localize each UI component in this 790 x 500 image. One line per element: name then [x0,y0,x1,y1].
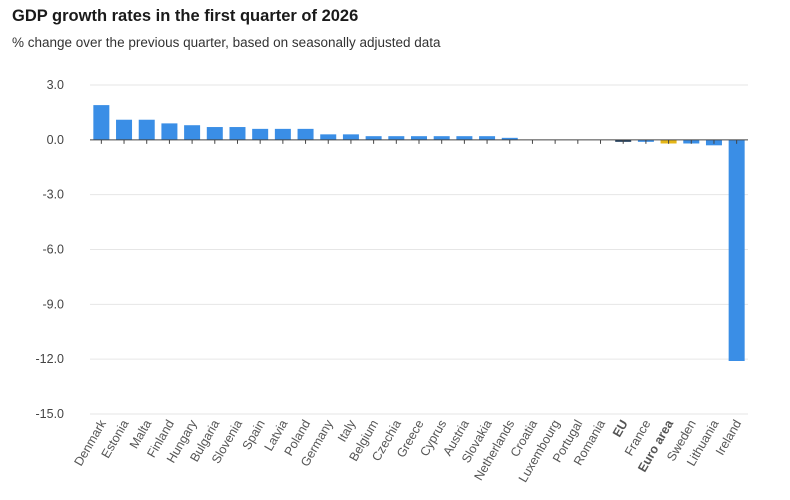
y-axis-ticks: 3.0 0.0 -3.0 -6.0 -9.0 -12.0 -15.0 [36,78,65,421]
bar-latvia [274,128,291,140]
y-tick-label: -6.0 [42,243,64,257]
y-tick-label: -3.0 [42,188,64,202]
bar-poland [297,128,314,140]
x-tick-label: EU [610,418,631,440]
bar-greece [411,136,427,140]
y-tick-label: -9.0 [42,297,64,311]
bar-spain [252,128,269,140]
bar-slovenia [229,127,246,140]
bar-denmark [93,105,110,140]
y-tick-label: 3.0 [47,78,64,92]
gridlines [90,84,748,415]
x-axis-labels: DenmarkEstoniaMaltaFinlandHungaryBulgari… [71,139,744,485]
bar-belgium [365,136,382,140]
chart-title: GDP growth rates in the first quarter of… [12,7,359,25]
bar-czechia [388,136,405,140]
bar-cyprus [433,136,450,140]
y-tick-label: -15.0 [36,407,65,421]
chart-subtitle: % change over the previous quarter, base… [12,35,441,50]
bar-ireland [728,139,745,361]
y-tick-label: 0.0 [47,133,64,147]
bar-estonia [116,119,133,140]
y-tick-label: -12.0 [36,352,65,366]
x-tick-label: Denmark [71,417,109,469]
bar-finland [161,123,178,140]
bar-netherlands [501,137,518,140]
bar-hungary [184,125,201,140]
bar-malta [138,119,155,140]
bar-slovakia [479,136,496,140]
bar-italy [342,134,359,140]
bar-germany [320,134,337,140]
bar-bulgaria [206,127,223,140]
bars [93,105,745,361]
bar-austria [456,136,473,140]
